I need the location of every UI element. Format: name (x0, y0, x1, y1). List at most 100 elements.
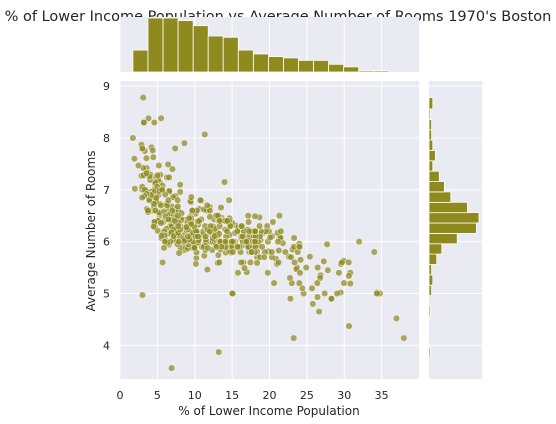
data-point (161, 245, 168, 252)
marginal-y-bar (429, 119, 432, 129)
data-point (143, 170, 150, 177)
y-tick-label: 9 (103, 80, 110, 93)
marginal-y-bar (429, 150, 435, 160)
data-point (188, 194, 195, 201)
marginal-y-bar (429, 265, 432, 275)
marginal-x-bar (374, 71, 389, 72)
data-point (145, 207, 152, 214)
data-point (276, 247, 283, 254)
data-point (149, 147, 156, 154)
data-point (276, 212, 283, 219)
x-tick-label: 5 (154, 389, 161, 402)
data-point (321, 258, 328, 265)
data-point (256, 223, 263, 230)
main-plot-panel (120, 81, 419, 379)
x-axis-label: % of Lower Income Population (178, 404, 359, 418)
data-point (275, 238, 282, 245)
marginal-y-bar (429, 213, 479, 223)
data-point (314, 294, 321, 301)
marginal-y-bar (429, 140, 433, 150)
data-point (131, 155, 138, 162)
data-point (165, 216, 172, 223)
data-point (374, 290, 381, 297)
data-point (204, 266, 211, 273)
marginal-x-bar (359, 71, 374, 72)
marginal-x-panel (120, 17, 419, 72)
data-point (151, 119, 158, 126)
data-point (245, 219, 252, 226)
data-point (239, 233, 246, 240)
marginal-y-bar (429, 161, 433, 171)
data-point (401, 335, 408, 342)
data-point (259, 244, 266, 251)
data-point (195, 233, 202, 240)
data-point (328, 295, 335, 302)
data-point (193, 261, 200, 268)
x-tick-labels: 0 5 10 15 20 25 30 35 (117, 389, 389, 402)
marginal-x-bar (253, 54, 268, 72)
x-tick-label: 20 (263, 389, 277, 402)
data-point (215, 349, 222, 356)
data-point (265, 270, 272, 277)
marginal-x-bar (148, 18, 163, 72)
data-point (246, 228, 253, 235)
data-point (252, 213, 259, 220)
data-point (269, 249, 276, 256)
data-point (176, 238, 183, 245)
data-point (325, 267, 332, 274)
data-point (183, 224, 190, 231)
data-point (239, 223, 246, 230)
marginal-y-bar (429, 347, 430, 357)
data-point (267, 234, 274, 241)
data-point (261, 254, 268, 261)
x-tick-label: 35 (375, 389, 389, 402)
marginal-y-bar (429, 171, 439, 181)
data-point (230, 249, 237, 256)
data-point (218, 204, 225, 211)
marginal-y-bar (429, 233, 457, 243)
data-point (345, 259, 352, 266)
marginal-y-bar (429, 192, 451, 202)
data-point (341, 280, 348, 287)
data-point (252, 228, 259, 235)
marginal-y-bar (429, 223, 476, 233)
marginal-y-bar (429, 130, 432, 140)
data-point (202, 131, 209, 138)
data-point (158, 233, 165, 240)
data-point (336, 270, 343, 277)
data-point (310, 301, 317, 308)
data-point (241, 265, 248, 272)
data-point (139, 145, 146, 152)
data-point (270, 219, 277, 226)
data-point (291, 235, 298, 242)
data-point (282, 249, 289, 256)
x-tick-label: 15 (225, 389, 239, 402)
data-point (130, 135, 137, 142)
data-point (216, 259, 223, 266)
data-point (139, 194, 146, 201)
marginal-x-bar (269, 57, 284, 72)
data-point (297, 257, 304, 264)
data-point (271, 280, 278, 287)
x-tick-label: 0 (117, 389, 124, 402)
data-point (172, 145, 179, 152)
marginal-y-bar (429, 275, 433, 285)
y-tick-label: 7 (103, 184, 110, 197)
data-point (371, 249, 378, 256)
y-axis-label: Average Number of Rooms (84, 151, 98, 312)
data-point (143, 155, 150, 162)
data-point (297, 270, 304, 277)
data-point (174, 197, 181, 204)
x-tick-label: 30 (337, 389, 351, 402)
marginal-x-bar (193, 26, 208, 72)
data-point (224, 218, 231, 225)
data-point (158, 220, 165, 227)
data-point (321, 290, 328, 297)
data-point (346, 323, 353, 330)
data-point (314, 280, 321, 287)
marginal-x-bar (133, 50, 148, 72)
data-point (393, 315, 400, 322)
data-point (248, 249, 255, 256)
data-point (252, 238, 259, 245)
